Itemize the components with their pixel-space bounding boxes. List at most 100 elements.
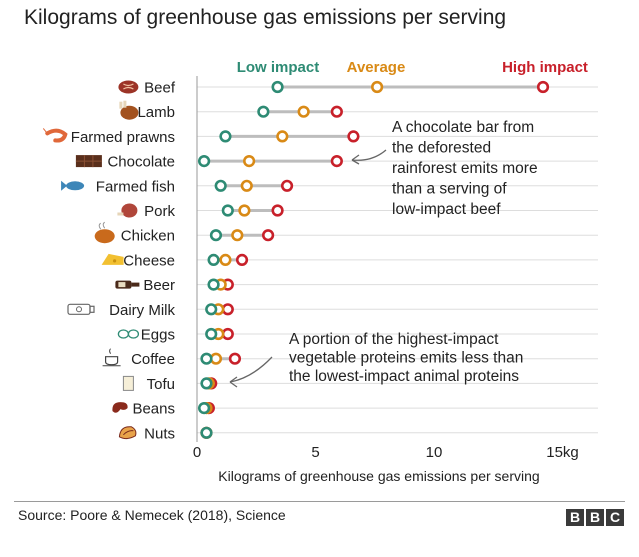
category-label: Cheese [123, 252, 175, 269]
icon-shape [104, 356, 119, 366]
annotations: A chocolate bar from the deforested rainfo… [229, 119, 538, 388]
steak-icon [118, 80, 139, 94]
dot-range-chart: 0 5 10 15kg Kilograms of greenhouse gas emis… [42, 59, 598, 484]
annotation-line: A portion of the highest-impact [289, 331, 499, 348]
cheese-icon [101, 253, 124, 265]
icon-shape [121, 203, 138, 218]
icon-shape [118, 426, 137, 440]
dot-average [276, 130, 289, 143]
dot-low [221, 204, 234, 217]
chicken-icon [94, 221, 115, 244]
icon-shape [119, 101, 123, 109]
annotation-arrow [229, 356, 273, 383]
dot-high [221, 327, 234, 341]
dot-high [347, 130, 360, 143]
category-label: Eggs [141, 327, 175, 344]
category-label: Lamb [137, 104, 175, 121]
annotation-line: low-impact beef [392, 201, 501, 218]
x-tick-label: 0 [193, 444, 201, 461]
chocolate-icon [75, 155, 102, 168]
icon-shape [89, 305, 95, 313]
annotation-line: rainforest emits more [392, 160, 538, 177]
icon-shape [127, 329, 140, 339]
dot-average [238, 204, 251, 217]
category-label: Farmed fish [96, 178, 175, 195]
dot-low [207, 253, 220, 266]
grid-lines [196, 76, 598, 442]
icon-shape [66, 181, 85, 191]
icon-shape [76, 306, 82, 313]
x-tick-label: 5 [311, 444, 319, 461]
icon-shape [67, 303, 91, 315]
dot-average [231, 229, 244, 242]
icon-shape [123, 430, 134, 436]
dot-low [200, 352, 213, 365]
dot-low [271, 80, 284, 94]
dot-high [280, 179, 294, 192]
beer-icon [115, 280, 140, 289]
category-label: Chicken [121, 228, 175, 245]
dot-average [219, 253, 232, 266]
coffee-icon [102, 348, 121, 367]
category-label: Coffee [131, 351, 175, 368]
dot-low [207, 278, 220, 291]
annotation-arrow [351, 149, 387, 161]
icon-shape [102, 348, 121, 367]
annotation-line: the lowest-impact animal proteins [289, 368, 519, 385]
category-label: Pork [144, 203, 175, 220]
dot-low [219, 130, 232, 143]
icon-shape [42, 128, 48, 134]
dot-high [330, 105, 343, 118]
category-label: Tofu [147, 376, 175, 393]
legend-average: Average [347, 59, 406, 76]
chart-title: Kilograms of greenhouse gas emissions pe… [24, 6, 507, 29]
dot-high [536, 80, 550, 94]
dot-low [198, 402, 211, 415]
icon-shape [75, 155, 102, 168]
x-axis-title: Kilograms of greenhouse gas emissions pe… [218, 468, 539, 484]
dot-low [200, 426, 213, 439]
x-tick-label: 15kg [546, 444, 579, 461]
icon-shape [61, 180, 68, 191]
dot-low [198, 155, 211, 168]
icon-shape [123, 100, 127, 108]
icon-shape [113, 259, 117, 263]
annotation-line: vegetable proteins emits less than [289, 350, 523, 367]
category-label: Dairy Milk [109, 302, 175, 319]
category-label: Beans [132, 401, 175, 418]
pork-icon [117, 203, 138, 218]
icon-shape [131, 282, 140, 287]
dot-high [228, 352, 242, 365]
data-rows: Beef Lamb Farmed prawns Chocolate Farmed fis… [42, 80, 550, 442]
source-note: Source: Poore & Nemecek (2018), Science [18, 507, 286, 523]
category-label: Beer [143, 277, 175, 294]
eggs-icon [117, 329, 140, 339]
icon-shape [45, 128, 68, 143]
dot-high [330, 155, 343, 168]
icon-shape [117, 212, 124, 216]
icon-shape [94, 229, 115, 244]
dot-average [297, 105, 310, 118]
legend-low: Low impact [237, 59, 320, 76]
icon-shape [98, 221, 106, 230]
dot-low [200, 377, 213, 390]
lamb-icon [119, 100, 139, 120]
annotation-arrowhead [229, 376, 238, 388]
category-label: Farmed prawns [71, 129, 175, 146]
icon-shape [122, 375, 134, 391]
dot-low [209, 229, 223, 242]
icon-shape [123, 83, 134, 90]
dot-average [209, 352, 223, 365]
category-label: Nuts [144, 425, 175, 442]
icon-shape [112, 402, 128, 413]
legend: Low impact Average High impact [237, 59, 588, 76]
icon-shape [120, 105, 139, 120]
category-label: Chocolate [107, 154, 175, 171]
fish-icon [61, 180, 85, 191]
dot-average [243, 155, 256, 168]
footer-divider [14, 501, 625, 502]
annotation-line: than a serving of [392, 181, 507, 198]
dot-high [235, 253, 249, 266]
dot-average [371, 80, 384, 94]
dot-high [221, 303, 234, 316]
